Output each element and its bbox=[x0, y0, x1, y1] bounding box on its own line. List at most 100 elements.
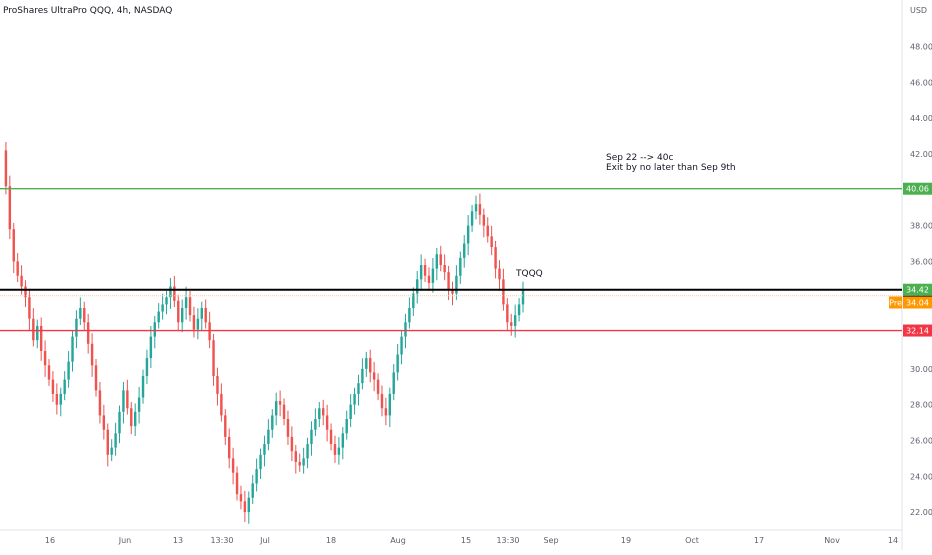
note-line-1: Sep 22 --> 40c bbox=[606, 153, 673, 163]
ticker-note: TQQQ bbox=[515, 269, 543, 279]
candle-body bbox=[372, 372, 376, 380]
candle-body bbox=[267, 429, 270, 445]
candle-body bbox=[470, 211, 474, 226]
candles bbox=[4, 141, 525, 524]
candle-body bbox=[294, 451, 298, 462]
candle-body bbox=[90, 343, 94, 366]
candle-body bbox=[239, 494, 243, 502]
candle-body bbox=[39, 325, 43, 351]
x-tick-label: Jul bbox=[259, 536, 270, 545]
candle-body bbox=[149, 336, 153, 359]
candle-body bbox=[482, 214, 486, 226]
y-tick-label: 36.00 bbox=[910, 257, 932, 266]
candle-body bbox=[380, 393, 384, 409]
candle-body bbox=[200, 307, 203, 319]
candle-body bbox=[86, 322, 90, 344]
candle-body bbox=[513, 315, 517, 326]
candle-body bbox=[67, 361, 70, 380]
candle-body bbox=[153, 322, 156, 337]
currency-label: USD bbox=[910, 6, 927, 15]
candle-body bbox=[474, 204, 478, 212]
x-tick-label: 19 bbox=[621, 536, 631, 545]
candle-body bbox=[447, 272, 450, 291]
candle-body bbox=[274, 401, 278, 416]
candle-body bbox=[235, 472, 239, 495]
candle-body bbox=[478, 204, 482, 215]
candle-body bbox=[83, 307, 86, 323]
pre-price-label: 34.04 bbox=[906, 299, 929, 308]
candle-body bbox=[333, 444, 337, 455]
candle-body bbox=[357, 383, 360, 394]
candle-body bbox=[16, 261, 19, 276]
candle-body bbox=[318, 408, 321, 419]
candle-body bbox=[173, 286, 176, 301]
candle-body bbox=[243, 501, 247, 513]
candle-body bbox=[47, 365, 51, 380]
x-tick-label: Nov bbox=[824, 536, 840, 545]
candle-body bbox=[345, 418, 348, 434]
candle-body bbox=[247, 497, 251, 513]
x-tick-label: 18 bbox=[326, 536, 336, 545]
note-line-2: Exit by no later than Sep 9th bbox=[606, 163, 736, 173]
candle-body bbox=[302, 458, 305, 466]
candle-body bbox=[278, 401, 282, 405]
candle-body bbox=[282, 404, 286, 419]
candle-body bbox=[419, 265, 423, 280]
candle-body bbox=[106, 429, 109, 455]
candle-body bbox=[404, 322, 407, 337]
x-tick-label: 17 bbox=[754, 536, 764, 545]
candle-body bbox=[259, 454, 262, 470]
candle-body bbox=[126, 390, 129, 409]
y-tick-label: 24.00 bbox=[910, 472, 932, 481]
pre-badge-bg bbox=[889, 296, 902, 309]
candle-body bbox=[353, 393, 356, 405]
candle-body bbox=[24, 286, 27, 298]
candle-body bbox=[490, 236, 493, 248]
price-tag-green-bg bbox=[903, 182, 932, 195]
candle-body bbox=[392, 372, 395, 394]
candle-body bbox=[227, 436, 231, 459]
candle-body bbox=[180, 307, 184, 323]
candle-body bbox=[157, 311, 160, 323]
candle-body bbox=[220, 393, 223, 416]
candle-body bbox=[443, 265, 446, 273]
candle-body bbox=[435, 254, 439, 269]
candle-body bbox=[459, 257, 462, 276]
candle-body bbox=[517, 304, 521, 316]
candle-body bbox=[263, 444, 266, 455]
candle-body bbox=[431, 268, 435, 283]
y-tick-label: 48.00 bbox=[910, 43, 932, 52]
candle-body bbox=[75, 318, 78, 337]
x-tick-label: Aug bbox=[390, 536, 406, 545]
candle-body bbox=[396, 354, 399, 373]
y-tick-label: 30.00 bbox=[910, 365, 932, 374]
candle-body bbox=[486, 225, 489, 237]
candle-body bbox=[212, 340, 215, 377]
candle-body bbox=[384, 408, 388, 416]
candle-body bbox=[28, 297, 31, 319]
candle-body bbox=[122, 390, 125, 412]
y-tick-label: 26.00 bbox=[910, 436, 932, 445]
candle-body bbox=[192, 315, 196, 330]
candle-body bbox=[165, 297, 168, 305]
candle-body bbox=[322, 408, 325, 416]
candle-body bbox=[502, 279, 505, 305]
candle-body bbox=[494, 247, 497, 269]
candle-body bbox=[79, 307, 82, 319]
candle-body bbox=[55, 393, 59, 405]
candle-body bbox=[423, 265, 427, 276]
candle-body bbox=[412, 293, 415, 308]
candle-body bbox=[251, 483, 254, 498]
candle-body bbox=[510, 322, 513, 326]
candle-body bbox=[36, 325, 39, 341]
pre-price-bg bbox=[903, 296, 932, 309]
y-tick-label: 44.00 bbox=[910, 114, 932, 123]
candle-body bbox=[161, 304, 164, 312]
candle-body bbox=[455, 275, 458, 294]
candle-body bbox=[298, 461, 301, 466]
candle-body bbox=[521, 290, 525, 305]
candle-body bbox=[369, 358, 372, 373]
candle-body bbox=[376, 379, 380, 394]
